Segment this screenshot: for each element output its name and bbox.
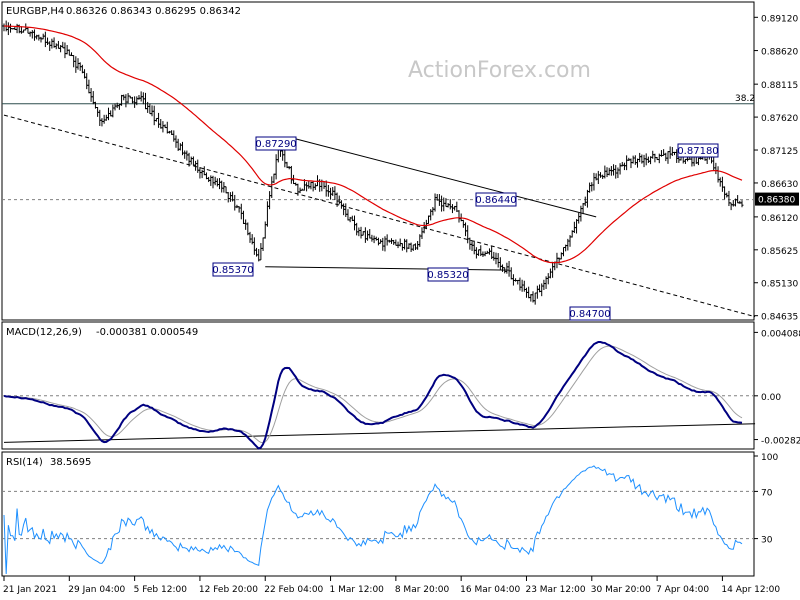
rsi-value: 38.5695 xyxy=(50,457,91,468)
time-axis-tick-label: 22 Feb 04:00 xyxy=(264,585,323,595)
ohlc-text: 0.86326 0.86343 0.86295 0.86342 xyxy=(66,6,241,17)
current-price-tag-box xyxy=(755,192,799,206)
macd-layer xyxy=(2,341,756,450)
axis-layer: 0.89120 0.88620 0.88115 0.87620 0.87125 0.866… xyxy=(3,14,800,595)
current-price-tag: 0.86380 xyxy=(758,196,795,206)
time-axis-tick-label: 7 Apr 04:00 xyxy=(656,585,709,595)
price-layer: 38.2 0.87290 0.85370 0.86440 0.85320 0.84700 0… xyxy=(2,20,756,321)
pivot-low-label: 0.84700 xyxy=(569,309,610,320)
rsi-panel-frame xyxy=(1,451,755,577)
time-axis-tick-label: 12 Feb 20:00 xyxy=(199,585,258,595)
price-axis-tick-label: 0.86120 xyxy=(761,214,798,224)
time-axis-tick-label: 16 Mar 04:00 xyxy=(460,585,520,595)
lower-channel-trendline xyxy=(3,114,756,318)
price-axis-tick-label: 0.89120 xyxy=(761,14,798,24)
pivot-low-label-box xyxy=(569,306,611,321)
rsi-axis-tick-label: 70 xyxy=(761,488,773,498)
price-axis-tick-label: 0.85130 xyxy=(761,280,798,290)
rsi-axis-tick-label: 100 xyxy=(761,453,778,463)
macd-line xyxy=(3,341,743,450)
time-axis-tick-label: 1 Mar 12:00 xyxy=(330,585,385,595)
time-axis-tick-label: 29 Jan 04:00 xyxy=(68,585,125,595)
pivot-low-label-box xyxy=(427,267,469,282)
pivot-high-label-box xyxy=(255,136,297,151)
price-axis-tick-label: 0.87620 xyxy=(761,114,798,124)
price-axis-tick-label: 0.87125 xyxy=(761,147,798,157)
price-axis-tick-label: 0.86630 xyxy=(761,180,798,190)
pivot-low-label: 0.85320 xyxy=(427,270,468,281)
pivot-high-label: 0.87290 xyxy=(255,139,296,150)
pivot-high-label: 0.86440 xyxy=(475,195,516,206)
macd-panel-frame xyxy=(1,321,755,450)
time-axis-tick-label: 30 Mar 20:00 xyxy=(591,585,651,595)
macd-trendline xyxy=(3,423,756,443)
watermark: ActionForex.com xyxy=(408,58,591,83)
price-axis-tick-label: 0.85625 xyxy=(761,247,798,257)
pivot-low-label: 0.85370 xyxy=(212,265,253,276)
macd-title: MACD(12,26,9) xyxy=(6,327,82,338)
time-axis-tick-label: 5 Feb 12:00 xyxy=(134,585,188,595)
price-panel-frame xyxy=(1,1,755,321)
rsi-axis-tick-label: 30 xyxy=(761,536,773,546)
macd-values: -0.000381 0.000549 xyxy=(96,327,198,338)
macd-axis-tick-label: -0.00282 xyxy=(761,437,800,447)
macd-axis-tick-label: 0.004088 xyxy=(761,329,800,339)
pivot-low-label-box xyxy=(212,262,254,277)
price-axis-tick-label: 0.88620 xyxy=(761,48,798,58)
pivot-high-label-box xyxy=(677,143,719,158)
rsi-title: RSI(14) xyxy=(6,457,43,468)
rsi-line xyxy=(3,465,743,575)
pivot-high-label: 0.87180 xyxy=(677,146,718,157)
time-axis-tick-label: 14 Apr 12:00 xyxy=(721,585,780,595)
macd-signal-line xyxy=(3,345,743,444)
rsi-layer xyxy=(2,465,754,575)
moving-average-line xyxy=(3,25,743,264)
price-axis-tick-label: 0.88115 xyxy=(761,81,798,91)
price-axis-tick-label: 0.84635 xyxy=(761,313,798,323)
price-title: EURGBP,H4 xyxy=(6,6,64,17)
time-axis-tick-label: 21 Jan 2021 xyxy=(3,585,57,595)
time-axis-tick-label: 23 Mar 12:00 xyxy=(525,585,585,595)
macd-axis-tick-label: 0.00 xyxy=(761,393,781,403)
fib-38-2-label: 38.2 xyxy=(735,94,755,104)
pivot-high-label-box xyxy=(475,192,517,207)
time-axis-tick-label: 8 Mar 20:00 xyxy=(395,585,450,595)
upper-wedge-trendline xyxy=(291,137,597,218)
